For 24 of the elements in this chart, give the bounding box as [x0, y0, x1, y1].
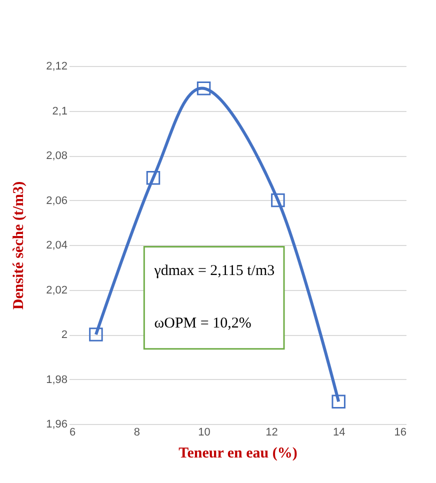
x-tick-label: 10 — [198, 426, 210, 438]
x-tick-label: 6 — [70, 426, 76, 438]
annotation: ωOPM = 10,2% — [154, 316, 252, 332]
x-tick-label: 8 — [134, 426, 140, 438]
point — [332, 394, 346, 408]
point — [89, 328, 103, 342]
x-tick-label: 16 — [394, 426, 406, 438]
y-axis-title: Densité sèche (t/m3) — [11, 181, 28, 310]
point — [146, 171, 160, 185]
point — [196, 82, 211, 96]
y-tick-label: 2,06 — [46, 194, 68, 207]
annotation: γdmax = 2,115 t/m3 — [153, 263, 275, 280]
y-tick-label: 2,02 — [46, 284, 68, 296]
y-tick-label: 2,04 — [46, 240, 68, 252]
y-tick-label: 2 — [61, 329, 68, 341]
x-tick-label: 14 — [332, 426, 346, 438]
y-tick-label: 1,96 — [46, 418, 68, 430]
y-tick-label: 2,08 — [46, 150, 68, 162]
y-tick-label: 2,1 — [52, 105, 68, 118]
x-axis-title: Teneur en eau (%) — [178, 446, 298, 462]
x-tick-label: 12 — [266, 426, 278, 438]
y-tick-label: 1,98 — [46, 374, 68, 386]
point — [271, 193, 285, 208]
y-tick-label: 2,12 — [46, 60, 68, 72]
